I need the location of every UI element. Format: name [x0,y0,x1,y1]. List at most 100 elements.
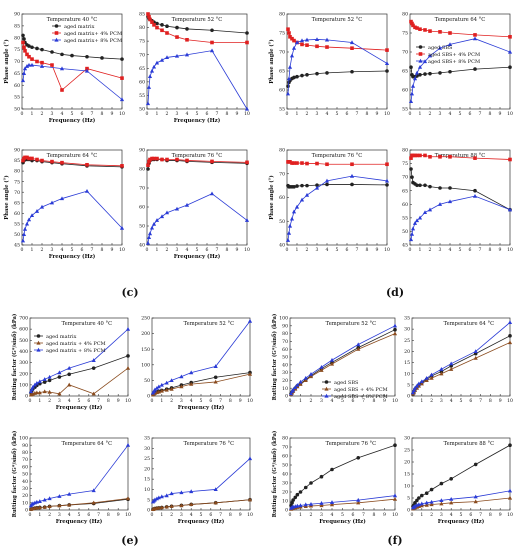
data-point [392,323,398,328]
data-point [152,23,156,27]
y-tick-label: 80 [279,148,285,154]
x-tick-label: 8 [373,398,376,404]
y-tick-label: 50 [14,232,20,238]
x-tick-label: 8 [489,247,492,253]
y-tick-label: 50 [144,378,150,384]
data-point [159,505,164,510]
y-tick-label: 80 [279,12,285,18]
data-point [419,501,424,506]
data-point [25,155,29,160]
y-tick-label: 200 [141,331,150,337]
chart-title: Temperature 52 °C [326,321,376,327]
data-point [147,74,153,79]
y-axis-label: Phase angle (°) [3,175,10,219]
data-point [447,199,453,204]
data-point [100,56,104,60]
data-point [414,70,420,75]
data-point [174,53,180,58]
data-point [356,500,361,505]
x-tick-label: 4 [331,398,334,404]
data-point [449,500,454,505]
x-tick-label: 0 [409,247,412,253]
data-point [59,66,65,71]
data-point [288,160,292,164]
y-tick-label: 55 [279,107,285,113]
series-c-40-1 [21,40,124,92]
y-tick-label: 50 [282,463,288,469]
x-tick-label: 1 [31,111,34,117]
chart-title: Temperature 76 °C [326,441,376,447]
x-tick-label: 3 [176,247,179,253]
data-point [119,97,125,102]
x-tick-label: 1 [31,247,34,253]
data-point [437,202,443,206]
data-point [449,361,454,366]
x-tick-label: 2 [166,247,169,253]
data-point [411,23,415,28]
x-tick-label: 9 [499,111,502,117]
data-point [146,235,152,239]
data-point [472,36,478,41]
data-point [169,491,174,496]
data-point [26,217,32,222]
chart-title: Temperature 76 °C [172,153,222,159]
y-tick-label: 30 [282,481,288,487]
x-tick-label: 9 [383,512,386,518]
y-tick-label: 70 [14,190,20,196]
data-point [67,382,72,387]
plot-frame [289,317,396,397]
data-point [245,160,249,165]
y-tick-label: 15 [144,477,150,483]
data-point [189,370,194,375]
y-tick-label: 100 [279,316,288,322]
x-tick-label: 3 [440,512,443,518]
data-point [439,371,444,376]
x-tick-label: 9 [117,398,120,404]
x-tick-label: 4 [449,247,452,253]
data-point [410,175,414,179]
data-point [159,494,164,499]
data-point [152,156,156,161]
y-tick-label: 15 [404,472,410,478]
x-tick-label: 3 [320,398,323,404]
x-tick-label: 9 [499,512,502,518]
x-tick-label: 6 [469,512,472,518]
chart-c-76: 0 1 2 3 4 5 6 7 8 9 10 40 50 60 70 80 90 Temperature 76 °… [139,148,250,260]
y-tick-label: 75 [14,47,20,53]
chart-f-52: 0 1 2 3 4 5 6 7 8 9 100102030405060708090100Temper… [271,314,398,404]
x-tick-label: 5 [460,398,463,404]
x-tick-label: 3 [440,398,443,404]
y-tick-label: 30 [404,436,410,442]
data-point [418,27,422,31]
y-tick-label: 0 [407,394,410,400]
y-tick-label: 90 [14,148,20,154]
data-point [290,36,294,41]
data-point [473,156,477,160]
data-point [439,481,444,486]
data-point [120,57,124,61]
x-axis-label: Frequency (Hz) [49,117,96,124]
y-tick-label: 65 [14,200,20,206]
data-point [30,57,34,61]
data-point [60,52,64,57]
plot-frame [151,437,251,511]
x-tick-label: 2 [430,398,433,404]
x-tick-label: 1 [420,398,423,404]
x-tick-label: 7 [216,247,219,253]
x-tick-label: 8 [489,512,492,518]
x-tick-label: 0 [146,111,149,117]
x-tick-label: 5 [336,111,339,117]
y-tick-label: 50 [139,107,145,113]
data-point [449,367,454,371]
y-tick-label: 65 [139,66,145,72]
y-tick-label: 50 [22,472,28,478]
data-point [151,221,157,226]
data-point [164,380,169,385]
y-tick-label: 85 [14,158,20,164]
data-point [84,188,90,193]
chart-title: Temperature 88 °C [435,153,485,159]
x-tick-label: 3 [51,247,54,253]
x-tick-label: 0 [21,111,24,117]
